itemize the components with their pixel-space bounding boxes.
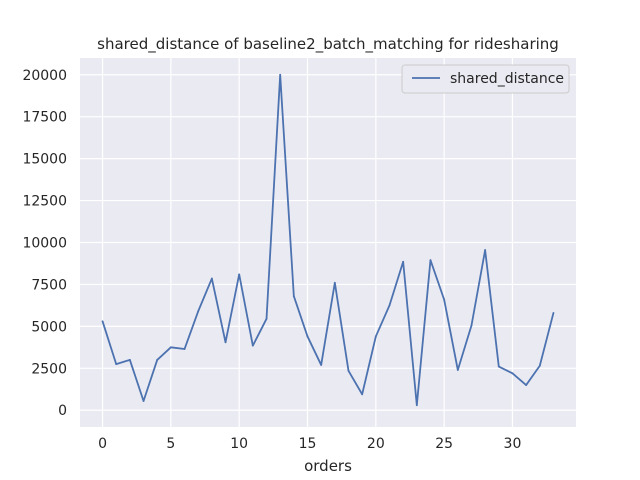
legend-label: shared_distance [450, 71, 564, 87]
y-tick-label: 15000 [22, 152, 67, 168]
data-point [224, 341, 227, 344]
data-point [128, 359, 131, 361]
data-point [470, 324, 473, 327]
y-tick-label: 10000 [22, 236, 67, 252]
data-point [333, 281, 336, 284]
y-tick-label: 17500 [22, 110, 67, 126]
series-layer [101, 73, 555, 407]
x-tick-label: 15 [299, 436, 317, 452]
y-tick-label: 0 [58, 403, 67, 419]
y-tick-label: 2500 [31, 361, 67, 377]
data-point [197, 310, 200, 313]
data-point [306, 335, 309, 338]
data-point [251, 344, 254, 347]
data-point [320, 364, 323, 366]
tick-labels: 0 5 10 15 20 25 30 0 2500 5000 7500 10000 12500 15000… [22, 68, 521, 452]
data-point [388, 304, 391, 307]
data-point [429, 259, 432, 262]
x-tick-label: 30 [504, 436, 522, 452]
legend-box [401, 64, 570, 94]
data-point [347, 369, 350, 372]
x-tick-label: 20 [367, 436, 385, 452]
data-point [402, 260, 405, 263]
data-point [415, 404, 418, 407]
data-point [361, 393, 364, 396]
data-point [525, 384, 528, 386]
data-point [279, 73, 282, 76]
data-point [101, 320, 104, 323]
data-point [456, 369, 459, 371]
data-point [552, 312, 555, 314]
data-point [374, 335, 377, 338]
data-point [292, 295, 295, 298]
data-point [497, 365, 500, 368]
x-tick-label: 0 [98, 436, 107, 452]
data-point [115, 363, 118, 365]
data-point [210, 277, 213, 280]
series-line [101, 73, 555, 407]
y-tick-label: 7500 [31, 277, 67, 293]
data-point [142, 400, 145, 402]
data-point [538, 364, 541, 367]
data-point [169, 346, 172, 349]
data-point [183, 348, 186, 350]
x-axis-label: orders [304, 457, 352, 475]
x-tick-label: 10 [230, 436, 248, 452]
chart-title: shared_distance of baseline2_batch_match… [97, 35, 559, 54]
data-point [156, 359, 159, 361]
legend: shared_distance [401, 64, 570, 94]
x-tick-label: 25 [435, 436, 453, 452]
data-point [511, 372, 514, 375]
data-point [443, 298, 446, 301]
x-tick-label: 5 [166, 436, 175, 452]
data-point [484, 249, 487, 251]
y-tick-label: 20000 [22, 68, 67, 84]
y-tick-label: 12500 [22, 194, 67, 210]
y-tick-label: 5000 [31, 319, 67, 335]
data-point [265, 317, 268, 320]
data-point [238, 273, 241, 276]
